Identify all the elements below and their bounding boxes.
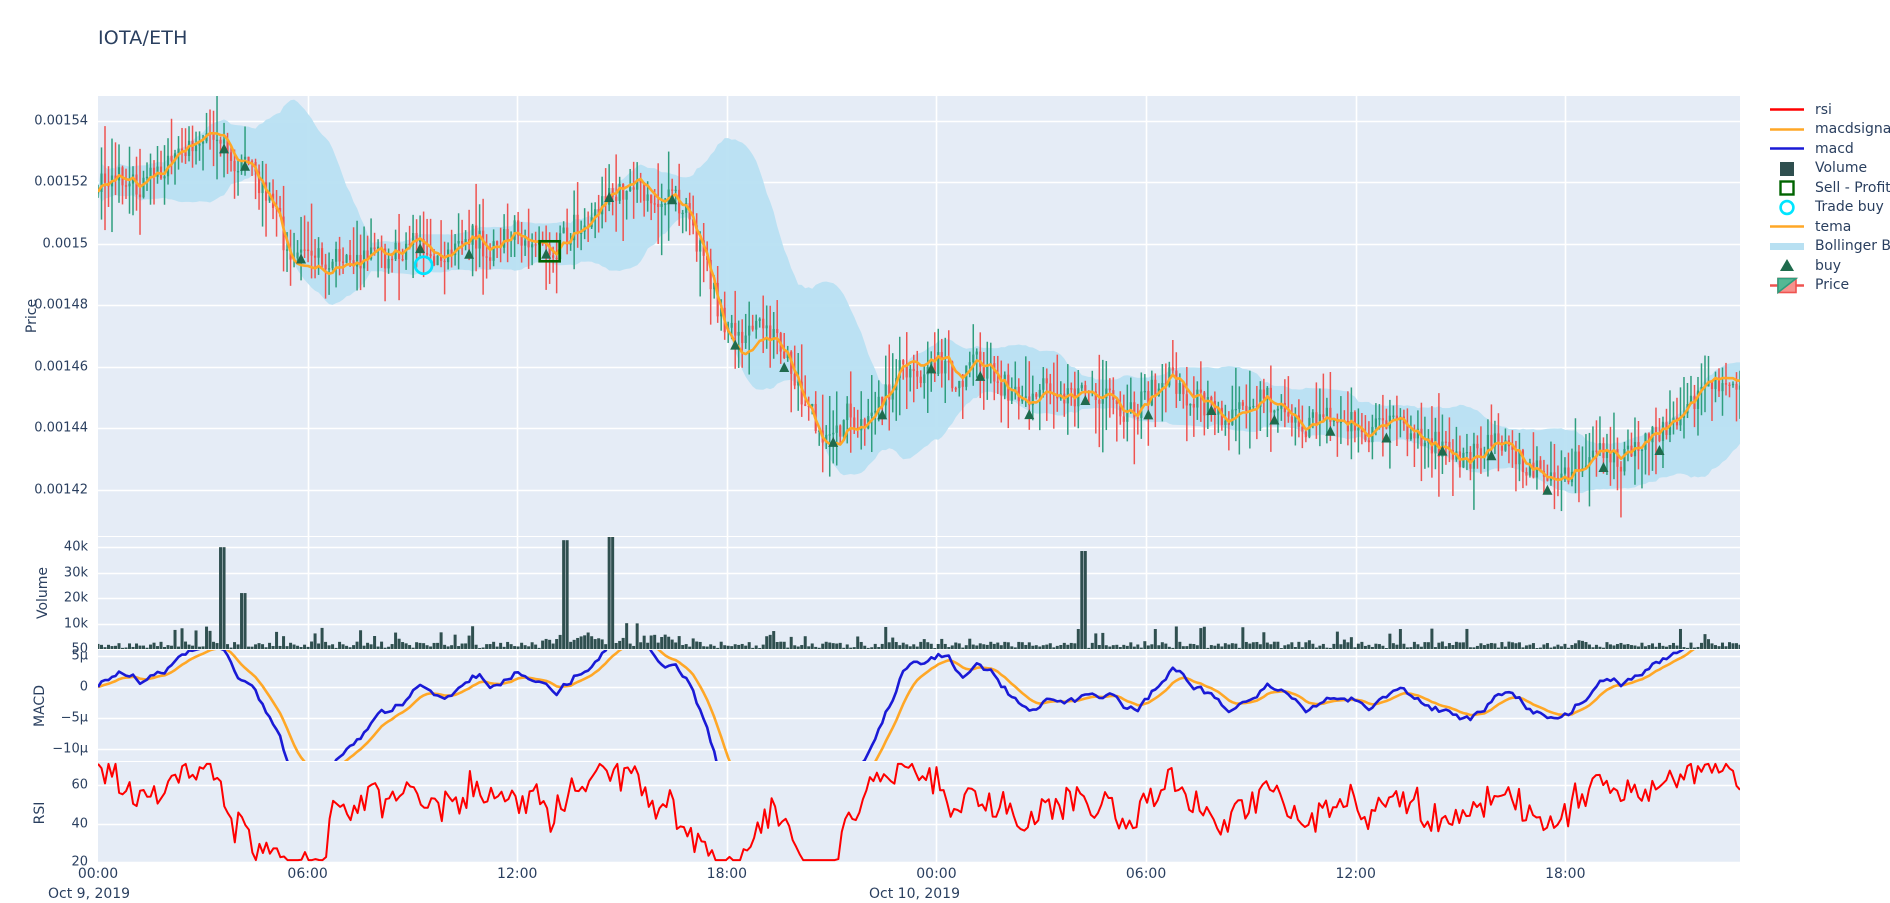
y-tick-label: 30k — [63, 565, 88, 581]
volume-panel — [98, 537, 1740, 649]
x-tick-label: 00:00 — [77, 866, 119, 882]
legend-item-macdsignal[interactable]: macdsignal — [1768, 120, 1890, 140]
x-tick-label: 06:00 — [287, 866, 328, 882]
legend-item-label: Price — [1815, 277, 1850, 294]
x-tick-label: 06:00 — [1125, 866, 1167, 882]
line-icon — [1768, 139, 1806, 158]
legend-item-rsi[interactable]: rsi — [1768, 100, 1890, 120]
line-icon — [1768, 120, 1806, 139]
line-icon — [1768, 217, 1806, 236]
triangle-up-icon — [1768, 256, 1806, 275]
y-tick-label: 40 — [71, 816, 88, 832]
x-tick-label: 00:00 — [916, 866, 957, 882]
y-tick-label: 10k — [63, 616, 88, 632]
legend-item-bollinger-band[interactable]: Bollinger Band — [1768, 237, 1890, 257]
open-circle-icon — [1768, 198, 1806, 217]
y-tick-label: 60 — [71, 777, 88, 793]
x-tick-label: 18:00 — [1545, 866, 1586, 882]
legend-item-price[interactable]: Price — [1768, 276, 1890, 296]
legend-item-label: macdsignal — [1815, 121, 1890, 138]
y-tick-label: 0.00146 — [34, 359, 88, 375]
y-tick-label: 5μ — [71, 648, 88, 664]
legend-item-trade-buy[interactable]: Trade buy — [1768, 198, 1890, 218]
y-tick-label: 0.00154 — [34, 113, 88, 129]
price-panel — [98, 96, 1740, 536]
legend-item-label: macd — [1815, 140, 1854, 157]
y-tick-label: 0.00144 — [34, 420, 88, 436]
y-tick-label: 0.00148 — [34, 297, 88, 313]
legend-item-macd[interactable]: macd — [1768, 139, 1890, 159]
x-axis-date-2: Oct 10, 2019 — [869, 886, 960, 902]
x-axis-date-1: Oct 9, 2019 — [48, 886, 131, 902]
x-tick-label: 12:00 — [1335, 866, 1376, 882]
legend-item-label: rsi — [1815, 101, 1832, 118]
macd-axis-title: MACD — [32, 685, 48, 727]
macd-panel — [98, 650, 1740, 761]
legend-item-sell-profit[interactable]: Sell - Profit — [1768, 178, 1890, 198]
legend-item-label: Sell - Profit — [1815, 179, 1890, 196]
open-square-icon — [1768, 178, 1806, 197]
price-axis-title: Price — [24, 298, 40, 334]
legend-item-label: Volume — [1815, 160, 1868, 177]
y-tick-label: 50 — [71, 641, 88, 657]
y-tick-label: 20 — [71, 854, 88, 870]
y-tick-label: 20k — [63, 590, 88, 606]
legend-item-label: Trade buy — [1815, 199, 1884, 216]
y-tick-label: −5μ — [60, 710, 88, 726]
y-tick-label: 0.00142 — [34, 482, 88, 498]
candle-icon — [1768, 276, 1806, 295]
band-icon — [1768, 237, 1806, 256]
filled-square-icon — [1768, 159, 1806, 178]
line-icon — [1768, 100, 1806, 119]
legend-item-label: Bollinger Band — [1815, 238, 1890, 255]
legend-item-label: buy — [1815, 257, 1842, 274]
y-tick-label: 40k — [63, 539, 88, 555]
y-tick-label: 0.00152 — [34, 174, 88, 190]
legend: rsi macdsignal macd Volume Sell - Profit Trad… — [1768, 100, 1890, 295]
x-tick-label: 12:00 — [497, 866, 538, 882]
legend-item-volume[interactable]: Volume — [1768, 159, 1890, 179]
x-tick-label: 18:00 — [706, 866, 748, 882]
y-tick-label: 0.0015 — [42, 236, 89, 252]
y-tick-label: −10μ — [52, 741, 88, 757]
legend-item-tema[interactable]: tema — [1768, 217, 1890, 237]
legend-item-label: tema — [1815, 218, 1852, 235]
y-tick-label: 0 — [79, 679, 88, 695]
page-title: IOTA/ETH — [98, 27, 188, 49]
legend-item-buy[interactable]: buy — [1768, 256, 1890, 276]
rsi-panel — [98, 762, 1740, 862]
